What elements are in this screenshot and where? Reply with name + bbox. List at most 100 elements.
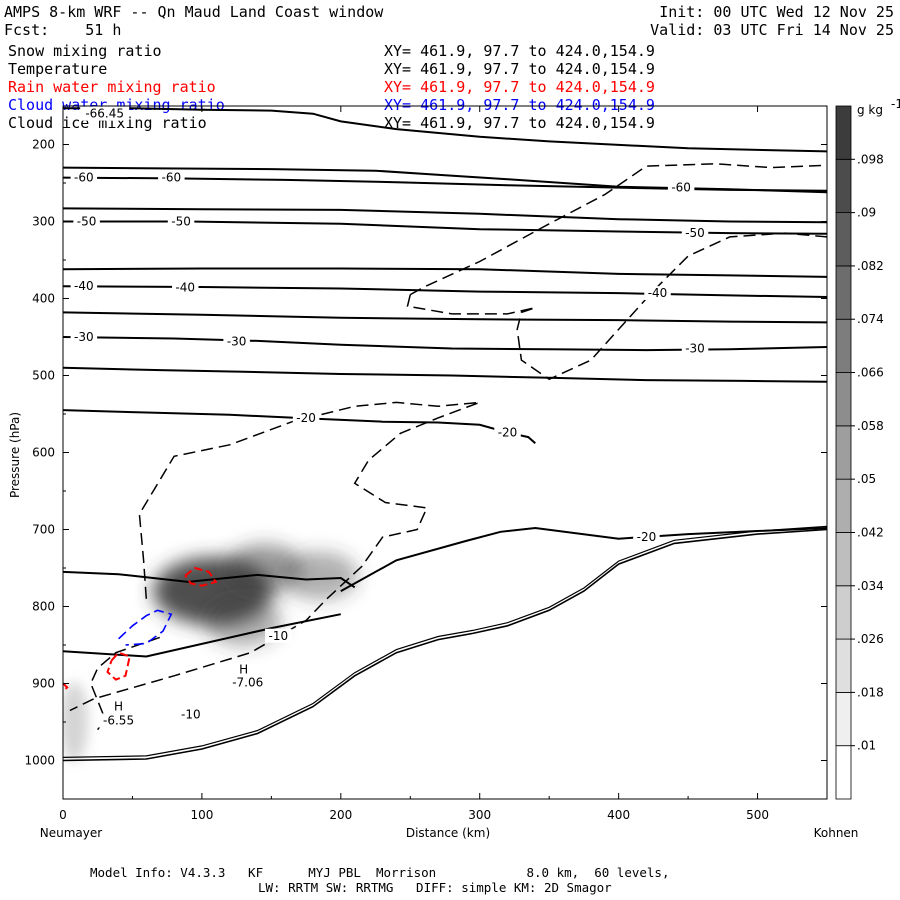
forecast-hour: Fcst: 51 h <box>4 21 122 39</box>
contour-label-bg-2 <box>158 170 185 185</box>
isotherm-line-5 <box>63 267 827 278</box>
contour-label-13: -20 <box>296 411 316 425</box>
colorbar-label-11: .098 <box>857 152 884 166</box>
contour-label-2: -60 <box>162 171 182 185</box>
x-tick-label-5: 500 <box>746 808 769 822</box>
colorbar-label-10: .09 <box>857 206 876 220</box>
cloud-water-contour-0 <box>118 609 173 646</box>
colorbar: .01 .018 .026 .034 .042 .05 .058 .066 .074 .082 .0… <box>835 97 900 800</box>
contour-label-bg-15 <box>633 530 660 545</box>
colorbar-segment-10 <box>835 212 852 267</box>
isotherm-line-11 <box>63 570 356 589</box>
colorbar-label-4: .042 <box>857 525 884 539</box>
x-tick-label-2: 200 <box>329 808 352 822</box>
contour-label-0: -66.45 <box>85 107 124 121</box>
contour-label-bg-13 <box>292 410 320 425</box>
colorbar-unit-exponent: -1 <box>891 97 900 111</box>
field-xy-snow: XY= 461.9, 97.7 to 424.0,154.9 <box>384 42 655 60</box>
x-tick-label-0: 0 <box>59 808 67 822</box>
contour-labels: -66.45 -60 -60 -60 -50 -50 -50 -40 -40 -40 -30 -30 -… <box>70 106 709 728</box>
snow-surface-patch <box>63 682 89 762</box>
colorbar-segment-0 <box>835 745 852 800</box>
cloud-water-contours <box>118 609 173 646</box>
contour-label-bg-14 <box>494 425 521 440</box>
contour-label-bg-6 <box>681 226 709 241</box>
colorbar-label-9: .082 <box>857 259 884 273</box>
contour-label-16: -10 <box>269 629 289 643</box>
contour-label-bg-7 <box>70 279 98 294</box>
contour-label-bg-11 <box>223 334 250 349</box>
colorbar-label-5: .05 <box>857 472 876 486</box>
contour-label-4: -50 <box>77 215 97 229</box>
field-label-snow: Snow mixing ratio <box>8 42 162 60</box>
isotherm-line-9 <box>63 366 827 383</box>
x-tick-label-3: 300 <box>468 808 491 822</box>
isotherm-line-8 <box>63 336 827 352</box>
init-time: Init: 00 UTC Wed 12 Nov 25 <box>659 3 894 21</box>
x-right-endpoint-label: Kohnen <box>814 826 859 840</box>
contour-label-9: -40 <box>648 286 668 300</box>
contour-label-8: -40 <box>175 281 195 295</box>
y-tick-label-3: 500 <box>32 369 55 383</box>
colorbar-label-2: .026 <box>857 632 884 646</box>
contour-label-12: -30 <box>685 342 705 356</box>
isotherm-line-3 <box>63 207 827 224</box>
colorbar-segment-5 <box>835 478 852 533</box>
footer-model-info: Model Info: V4.3.3 KF MYJ PBL Morrison 8… <box>90 865 670 880</box>
terrain-line <box>63 528 827 762</box>
colorbar-label-6: .058 <box>857 419 884 433</box>
contour-label-1: -60 <box>74 171 94 185</box>
contour-label-bg-21 <box>226 675 269 690</box>
axis-ticks: 200 300 400 500 600 700 800 900 1000 0 100 200 300 40… <box>24 105 827 822</box>
contour-label-bg-20 <box>237 662 250 677</box>
x-left-endpoint-label: Neumayer <box>40 826 102 840</box>
snow-maximum-3 <box>205 597 282 646</box>
colorbar-label-7: .066 <box>857 366 884 380</box>
contour-label-bg-19 <box>97 713 140 728</box>
contour-label-bg-5 <box>167 214 195 229</box>
y-axis-label: Pressure (hPa) <box>8 412 22 498</box>
colorbar-segment-6 <box>835 425 852 480</box>
colorbar-segment-1 <box>835 691 852 747</box>
footer-physics-info: LW: RRTM SW: RRTMG DIFF: simple KM: 2D S… <box>258 880 612 895</box>
cloud-ice-contour-1 <box>406 232 827 381</box>
rain-water-contour-1 <box>184 566 218 587</box>
contour-label-3: -60 <box>671 181 691 195</box>
colorbar-segment-2 <box>835 638 852 693</box>
field-xy-temperature: XY= 461.9, 97.7 to 424.0,154.9 <box>384 60 655 78</box>
snow-mixing-ratio-shading <box>63 544 358 762</box>
x-tick-label-1: 100 <box>190 808 213 822</box>
contour-label-bg-10 <box>70 330 98 344</box>
field-xy-cloud-ice: XY= 461.9, 97.7 to 424.0,154.9 <box>384 114 655 132</box>
contour-label-5: -50 <box>171 215 191 229</box>
terrain-line-2 <box>63 525 827 758</box>
colorbar-unit: g kg <box>857 103 883 117</box>
contour-label-11: -30 <box>227 335 247 349</box>
rain-water-contour-2 <box>63 682 69 692</box>
contour-label-bg-18 <box>112 699 125 714</box>
colorbar-label-1: .018 <box>857 685 884 699</box>
snow-maximum-2 <box>281 551 358 600</box>
y-tick-label-7: 900 <box>32 677 55 691</box>
contour-label-bg-16 <box>265 628 292 643</box>
colorbar-segment-3 <box>835 585 852 640</box>
valid-time: Valid: 03 UTC Fri 14 Nov 25 <box>650 21 894 39</box>
colorbar-segment-8 <box>835 318 852 373</box>
colorbar-segment-12 <box>835 105 852 160</box>
colorbar-segment-11 <box>835 158 852 214</box>
contour-label-bg-0 <box>80 106 130 121</box>
cloud-ice-contour-0 <box>409 163 827 296</box>
y-tick-label-5: 700 <box>32 523 55 537</box>
x-axis-label: Distance (km) <box>406 826 490 840</box>
rain-water-contours <box>63 566 218 692</box>
isotherm-line-0 <box>63 107 827 153</box>
contour-label-bg-4 <box>73 214 100 229</box>
isotherm-line-12 <box>340 526 827 592</box>
field-xy-rain: XY= 461.9, 97.7 to 424.0,154.9 <box>384 78 655 96</box>
cloud-ice-contours <box>69 163 827 731</box>
terrain-surface <box>63 525 827 762</box>
contour-label-15: -20 <box>637 530 657 544</box>
field-label-rain: Rain water mixing ratio <box>8 78 216 96</box>
isotherm-line-2 <box>63 176 827 192</box>
